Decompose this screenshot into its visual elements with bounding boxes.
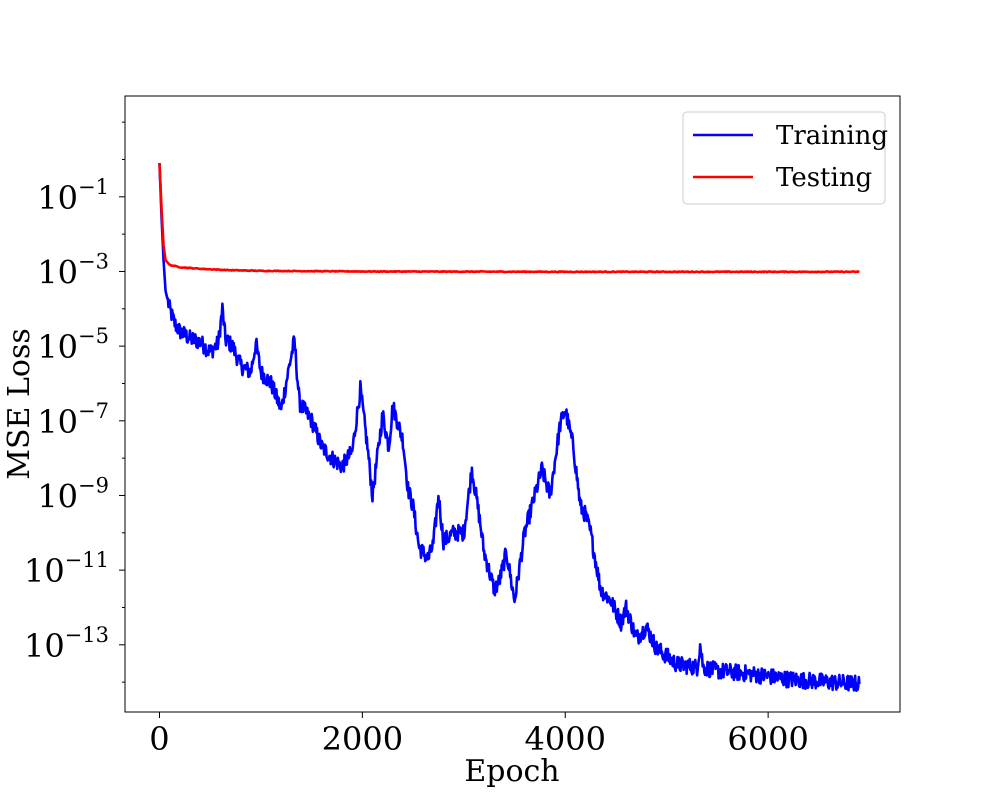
plot-frame <box>124 95 901 713</box>
y-tick-exponent: −1 <box>78 175 109 199</box>
legend-label-training: Training <box>776 121 888 151</box>
y-tick-base: 10 <box>24 552 65 590</box>
y-tick-base: 10 <box>37 253 78 291</box>
axes: 0 2000 4000 600010−110−310−510−710−910−1110… <box>24 95 901 758</box>
y-tick-label: 10−3 <box>37 249 109 291</box>
plot-area <box>158 163 861 692</box>
y-tick-label: 10−11 <box>24 548 109 590</box>
y-tick-label: 10−1 <box>37 175 109 217</box>
y-tick-base: 10 <box>37 179 78 217</box>
y-tick-base: 10 <box>37 477 78 515</box>
y-tick-label: 10−5 <box>37 324 109 366</box>
y-tick-base: 10 <box>24 627 65 665</box>
series-line-testing <box>158 163 860 274</box>
series-line-training <box>158 163 861 692</box>
x-tick-label: 2000 <box>322 720 403 758</box>
y-tick-base: 10 <box>37 403 78 441</box>
y-tick-exponent: −13 <box>65 623 109 647</box>
y-tick-exponent: −5 <box>78 324 109 348</box>
y-axis-label: MSE Loss <box>2 328 37 479</box>
y-tick-exponent: −7 <box>78 399 109 423</box>
y-tick-exponent: −11 <box>65 548 109 572</box>
y-tick-base: 10 <box>37 328 78 366</box>
x-tick-label: 0 <box>149 720 169 758</box>
y-tick-label: 10−13 <box>24 623 109 665</box>
legend: Training Testing <box>682 111 888 205</box>
x-tick-label: 4000 <box>525 720 606 758</box>
y-tick-exponent: −9 <box>78 473 109 497</box>
y-tick-exponent: −3 <box>78 249 109 273</box>
x-axis-label: Epoch <box>464 754 559 789</box>
x-tick-label: 6000 <box>727 720 808 758</box>
y-tick-label: 10−7 <box>37 399 109 441</box>
legend-label-testing: Testing <box>776 163 872 193</box>
y-tick-label: 10−9 <box>37 473 109 515</box>
